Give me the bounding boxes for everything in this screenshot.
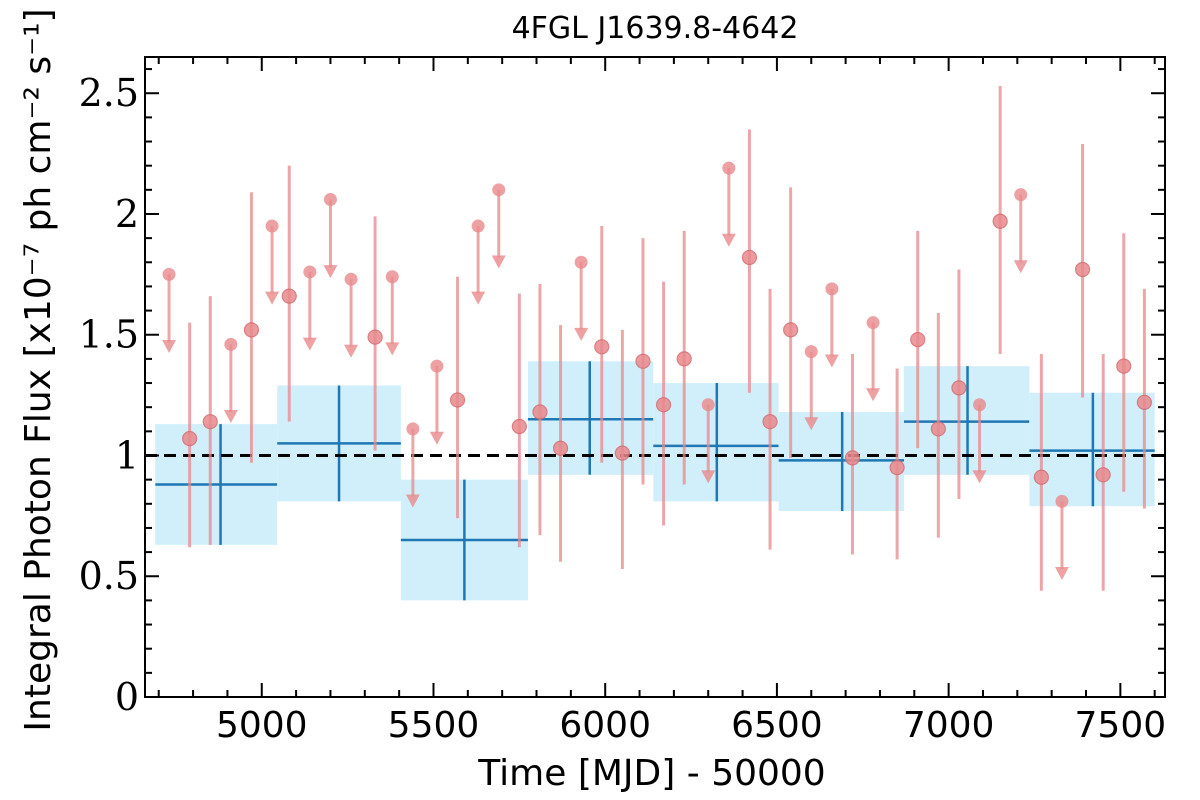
data-point-24 bbox=[1074, 261, 1091, 278]
chart-title: 4FGL J1639.8-4642 bbox=[512, 11, 799, 46]
upper-limit-marker-19 bbox=[1055, 494, 1069, 508]
data-point-20 bbox=[930, 421, 946, 437]
upper-limit-marker-10 bbox=[492, 183, 506, 197]
y-tick-label: 2.5 bbox=[79, 71, 139, 115]
upper-limit-marker-4 bbox=[323, 192, 337, 206]
upper-limit-marker-6 bbox=[385, 270, 399, 284]
upper-limit-head-19 bbox=[1054, 567, 1069, 580]
upper-limit-marker-14 bbox=[804, 345, 818, 359]
upper-limit-marker-5 bbox=[344, 272, 358, 286]
upper-limit-head-3 bbox=[302, 337, 317, 351]
upper-limit-head-10 bbox=[491, 255, 506, 269]
x-tick-label: 7000 bbox=[903, 705, 995, 746]
upper-limit-head-5 bbox=[344, 344, 359, 358]
data-point-12 bbox=[655, 397, 672, 413]
data-point-2 bbox=[243, 322, 260, 338]
upper-limit-head-0 bbox=[162, 339, 177, 353]
data-point-16 bbox=[783, 322, 799, 338]
data-point-4 bbox=[367, 329, 383, 345]
y-axis-title: Integral Photon Flux [x10⁻⁷ ph cm⁻² s⁻¹] bbox=[18, 8, 59, 731]
data-point-27 bbox=[1136, 394, 1152, 410]
data-point-13 bbox=[676, 351, 692, 367]
data-point-25 bbox=[1095, 467, 1111, 483]
data-point-0 bbox=[182, 430, 198, 447]
upper-limit-marker-7 bbox=[406, 422, 420, 436]
upper-limit-marker-11 bbox=[574, 255, 588, 269]
data-point-17 bbox=[844, 450, 861, 466]
data-point-6 bbox=[511, 418, 527, 435]
x-tick-label: 6500 bbox=[731, 705, 823, 746]
x-axis-title: Time [MJD] - 50000 bbox=[477, 753, 825, 794]
y-tick-label: 0.5 bbox=[79, 554, 139, 598]
upper-limit-marker-1 bbox=[224, 337, 238, 351]
data-point-19 bbox=[910, 331, 926, 348]
x-tick-label: 7500 bbox=[1075, 705, 1167, 746]
upper-limit-head-4 bbox=[323, 265, 338, 279]
upper-limit-head-12 bbox=[701, 470, 716, 484]
upper-limit-marker-15 bbox=[825, 282, 839, 296]
data-point-5 bbox=[449, 392, 466, 408]
upper-limit-head-9 bbox=[471, 291, 486, 305]
data-point-3 bbox=[281, 288, 297, 304]
upper-limit-marker-13 bbox=[722, 161, 736, 175]
upper-limit-head-2 bbox=[265, 291, 280, 305]
upper-limit-marker-2 bbox=[265, 219, 279, 233]
data-point-26 bbox=[1116, 358, 1132, 374]
data-point-8 bbox=[552, 440, 569, 456]
plot-area: 5000 5500 6000 6500 7000 7500 0 0.5 1 1.5 2 2.5 bbox=[79, 56, 1167, 746]
data-point-22 bbox=[992, 213, 1008, 229]
upper-limit-head-17 bbox=[972, 470, 987, 484]
upper-limit-marker-0 bbox=[162, 267, 176, 281]
upper-limit-marker-18 bbox=[1014, 188, 1028, 202]
data-point-9 bbox=[594, 339, 610, 355]
data-point-18 bbox=[889, 459, 905, 476]
upper-limit-marker-8 bbox=[430, 359, 444, 373]
data-point-21 bbox=[951, 380, 967, 396]
upper-limit-marker-12 bbox=[701, 398, 715, 412]
data-point-15 bbox=[762, 414, 778, 430]
data-point-7 bbox=[532, 404, 548, 420]
upper-limit-head-16 bbox=[866, 388, 881, 402]
upper-limit-head-18 bbox=[1013, 260, 1028, 274]
x-tick-label: 5500 bbox=[388, 705, 480, 746]
x-tick-label: 6000 bbox=[559, 705, 651, 746]
data-point-11 bbox=[635, 353, 651, 369]
upper-limit-marker-9 bbox=[471, 219, 485, 233]
upper-limit-head-14 bbox=[804, 417, 819, 431]
upper-limit-head-15 bbox=[824, 354, 839, 368]
upper-limit-head-7 bbox=[405, 494, 420, 508]
upper-limit-head-11 bbox=[574, 327, 589, 341]
y-tick-label: 0 bbox=[115, 675, 139, 719]
y-tick-label: 1.5 bbox=[79, 313, 139, 357]
x-tick-label: 5000 bbox=[216, 705, 308, 746]
y-tick-label: 2 bbox=[115, 192, 139, 236]
upper-limit-marker-16 bbox=[866, 316, 880, 330]
upper-limit-head-6 bbox=[385, 342, 400, 356]
data-point-23 bbox=[1033, 469, 1049, 485]
data-point-14 bbox=[741, 249, 758, 266]
y-tick-label: 1 bbox=[115, 433, 139, 477]
plot-frame bbox=[144, 56, 1166, 698]
data-point-10 bbox=[614, 445, 630, 461]
upper-limit-marker-3 bbox=[303, 265, 317, 279]
upper-limit-head-8 bbox=[429, 431, 444, 445]
upper-limit-head-13 bbox=[721, 233, 736, 247]
upper-limit-marker-17 bbox=[973, 398, 987, 412]
upper-limit-head-1 bbox=[223, 410, 238, 424]
data-point-1 bbox=[202, 414, 218, 430]
